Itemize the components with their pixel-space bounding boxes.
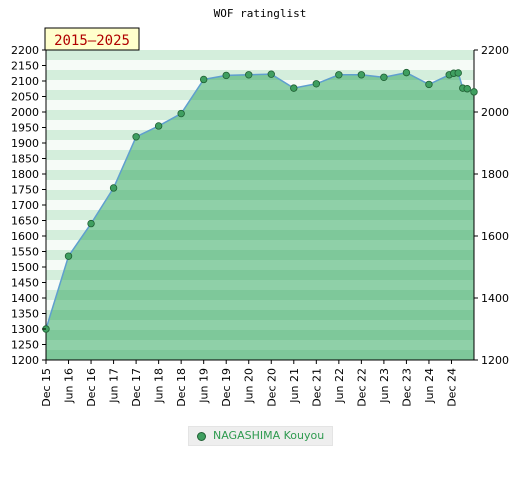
legend-marker-icon [197, 432, 206, 441]
data-point [222, 71, 230, 80]
y-tick-label: 2000 [11, 106, 39, 119]
data-point [199, 75, 208, 84]
y-tick-label: 1400 [11, 292, 39, 305]
x-tick-label: Jun 21 [288, 368, 301, 404]
y-tick-label: 1550 [11, 246, 39, 259]
data-point [470, 88, 478, 96]
data-point [245, 71, 253, 79]
data-point [177, 109, 185, 118]
y-tick-label: 1350 [11, 308, 39, 321]
data-point [402, 68, 411, 77]
legend-series-name: NAGASHIMA Kouyou [213, 429, 325, 442]
x-tick-label: Jun 16 [63, 368, 76, 404]
data-point [109, 184, 118, 192]
x-tick-label: Dec 21 [310, 368, 323, 407]
x-tick-label: Dec 23 [400, 368, 413, 407]
x-tick-label: Jun 20 [243, 368, 256, 404]
y-tick-label: 2050 [11, 91, 39, 104]
data-point [154, 122, 163, 130]
x-tick-label: Jun 18 [153, 368, 166, 404]
y-axis-left-ticks: 1200 1250 1300 1350 1400 1450 1500 1550 1600 1650… [11, 44, 46, 367]
y-tick-label: 1500 [11, 261, 39, 274]
data-point [87, 219, 95, 228]
y-tick-label: 2100 [11, 75, 39, 88]
x-tick-label: Dec 22 [355, 368, 368, 407]
y-tick-label-right: 2000 [481, 106, 509, 119]
data-point [290, 84, 298, 92]
x-tick-label: Jun 22 [333, 368, 346, 404]
background-band [46, 60, 474, 70]
y-tick-label: 1700 [11, 199, 39, 212]
y-tick-label-right: 1200 [481, 354, 509, 367]
data-point [357, 71, 366, 79]
y-tick-label: 1900 [11, 137, 39, 150]
y-tick-label: 1450 [11, 277, 39, 290]
y-tick-label-right: 1600 [481, 230, 509, 243]
period-badge-text: 2015–2025 [54, 33, 130, 49]
x-tick-label: Jun 19 [198, 368, 211, 404]
legend: NAGASHIMA Kouyou [188, 426, 333, 446]
x-tick-label: Dec 18 [175, 368, 188, 407]
data-point [454, 69, 462, 77]
x-tick-label: Jun 17 [108, 368, 121, 404]
y-tick-label: 2150 [11, 60, 39, 73]
x-tick-label: Jun 23 [378, 368, 391, 404]
y-tick-label: 1800 [11, 168, 39, 181]
data-point [312, 80, 321, 88]
y-tick-label: 1750 [11, 184, 39, 197]
data-point [380, 73, 388, 81]
data-point [425, 80, 433, 89]
area-fill [46, 72, 474, 360]
x-tick-label: Jun 24 [423, 368, 436, 404]
data-point [267, 70, 275, 78]
data-points [42, 68, 478, 333]
data-point [463, 85, 471, 93]
x-tick-label: Dec 20 [265, 368, 278, 407]
y-tick-label: 2200 [11, 44, 39, 57]
period-badge: 2015–2025 [44, 27, 140, 51]
y-tick-label: 1600 [11, 230, 39, 243]
x-tick-label: Dec 17 [130, 368, 143, 407]
data-point [335, 71, 343, 79]
x-tick-label: Dec 19 [220, 368, 233, 407]
y-tick-label-right: 1800 [481, 168, 509, 181]
x-tick-label: Dec 15 [40, 368, 53, 407]
series-area [46, 72, 474, 360]
y-tick-label: 1650 [11, 215, 39, 228]
y-tick-label-right: 2200 [481, 44, 509, 57]
data-point [64, 252, 73, 260]
x-tick-label: Dec 24 [445, 368, 458, 407]
y-tick-label: 1200 [11, 354, 39, 367]
y-tick-label: 1250 [11, 339, 39, 352]
chart-title: WOF ratinglist [214, 7, 307, 20]
y-axis-right-ticks: 1200 1400 1600 1800 2000 2200 [474, 44, 509, 367]
y-tick-label-right: 1400 [481, 292, 509, 305]
y-tick-label: 1950 [11, 122, 39, 135]
background-band [46, 50, 474, 60]
data-point [132, 133, 140, 141]
y-tick-label: 1850 [11, 153, 39, 166]
y-tick-label: 1300 [11, 323, 39, 336]
x-axis-ticks: Dec 15 Jun 16 Dec 16 Jun 17 Dec 17 Jun 18 Dec … [40, 360, 458, 407]
x-tick-label: Dec 16 [85, 368, 98, 407]
